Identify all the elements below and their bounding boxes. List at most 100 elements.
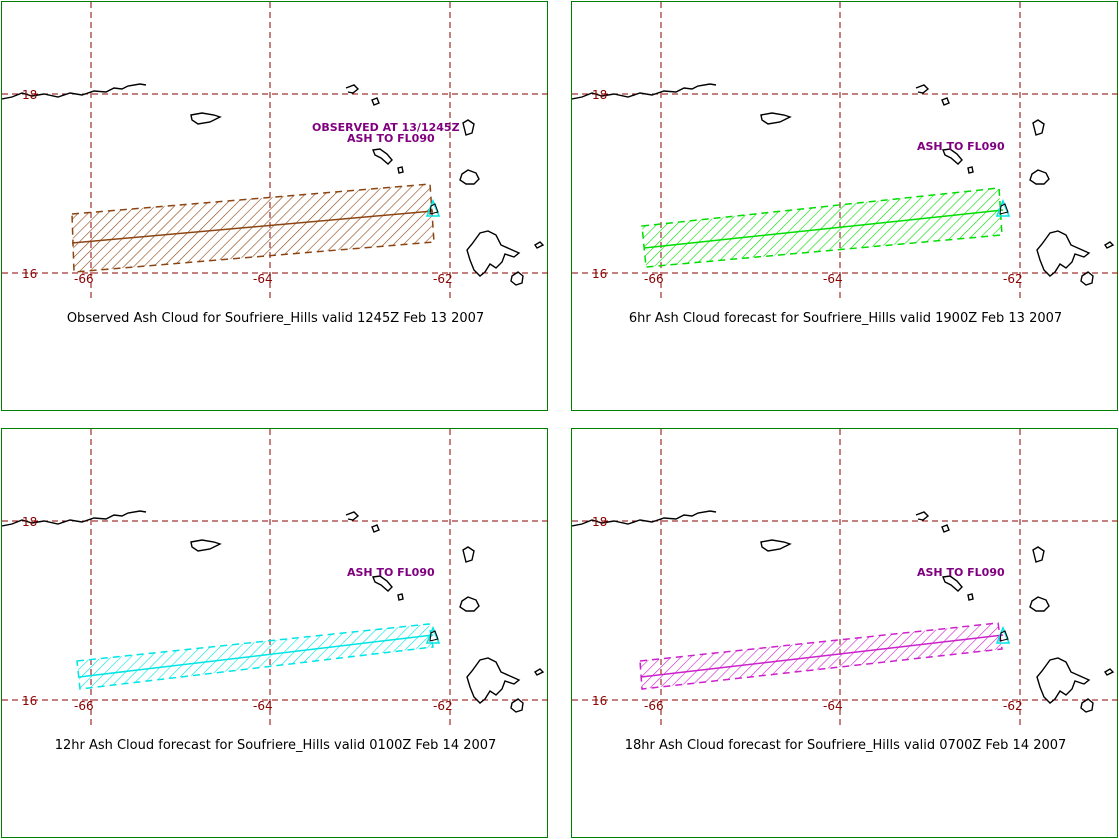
volcano-marker — [995, 198, 1011, 217]
axis-labels: 18 16 -66 -64 -62 — [22, 88, 453, 286]
guadeloupe-coast — [459, 169, 480, 185]
lat-label-18: 18 — [592, 88, 607, 102]
lon-label-66: -66 — [644, 699, 664, 713]
anguilla-coast — [345, 84, 360, 94]
annotation-ash-level: ASH TO FL090 — [917, 140, 1005, 153]
axis-labels: 18 16 -66 -64 -62 — [22, 515, 453, 713]
montserrat-coast — [967, 166, 974, 174]
ash-cloud-axis — [643, 209, 1004, 249]
graticule — [572, 429, 1119, 729]
map-panel-observed: 18 16 -66 -64 -62 OBSERVED AT 13/1245Z A… — [1, 1, 549, 411]
ash-cloud-axis — [71, 210, 434, 244]
map-panel-6hr: 18 16 -66 -64 -62 ASH TO FL090 6hr Ash C… — [571, 1, 1119, 411]
lon-label-64: -64 — [253, 272, 273, 286]
coastlines — [572, 83, 1115, 286]
puerto-rico-coast — [572, 510, 717, 527]
small-island-coast — [534, 241, 545, 249]
graticule — [2, 2, 549, 302]
ash-cloud — [71, 183, 435, 273]
volcano-island-outline — [429, 203, 439, 215]
st-kitts-coast — [372, 148, 393, 165]
st-kitts-coast — [942, 575, 963, 592]
dominica-coast — [1036, 230, 1091, 277]
ash-cloud — [76, 623, 434, 690]
ash-cloud — [639, 622, 1004, 690]
ash-cloud — [641, 187, 1004, 268]
lon-label-62: -62 — [433, 272, 453, 286]
map-panel-18hr: 18 16 -66 -64 -62 ASH TO FL090 18hr Ash … — [571, 428, 1119, 838]
lon-label-66: -66 — [74, 272, 94, 286]
anguilla-coast — [915, 84, 930, 94]
dominica-coast — [466, 657, 521, 704]
axis-labels: 18 16 -66 -64 -62 — [592, 88, 1023, 286]
anguilla-coast — [915, 511, 930, 521]
ash-cloud-axis — [78, 634, 434, 678]
guadeloupe-coast — [1029, 169, 1050, 185]
annotations: ASH TO FL090 — [917, 140, 1005, 153]
st-martin-coast — [371, 97, 380, 106]
annotations: OBSERVED AT 13/1245Z ASH TO FL090 — [312, 121, 460, 145]
annotations: ASH TO FL090 — [347, 566, 435, 579]
small-island-coast — [1104, 241, 1115, 249]
volcano-marker — [425, 625, 441, 644]
lat-label-16: 16 — [592, 267, 607, 281]
annotation-ash-level: ASH TO FL090 — [917, 566, 1005, 579]
st-martin-coast — [941, 524, 950, 533]
st-martin-coast — [371, 524, 380, 533]
ash-cloud-polygon — [71, 183, 435, 273]
antigua-coast — [1032, 119, 1045, 136]
puerto-rico-coast — [2, 83, 147, 100]
lon-label-64: -64 — [253, 699, 273, 713]
lon-label-64: -64 — [823, 699, 843, 713]
graticule — [2, 429, 549, 729]
graticule — [572, 2, 1119, 302]
ash-cloud-axis — [640, 634, 1004, 678]
volcano-marker — [995, 625, 1011, 644]
panel-caption: 18hr Ash Cloud forecast for Soufriere_Hi… — [624, 738, 1067, 753]
martinique-coast — [1080, 271, 1094, 286]
lon-label-66: -66 — [74, 699, 94, 713]
dominica-coast — [1036, 657, 1091, 704]
ash-map-6hr: 18 16 -66 -64 -62 ASH TO FL090 — [572, 2, 1119, 302]
anguilla-coast — [345, 511, 360, 521]
volcano-island-outline — [999, 630, 1009, 642]
volcano-triangle-icon — [995, 198, 1011, 217]
ash-map-18hr: 18 16 -66 -64 -62 ASH TO FL090 — [572, 429, 1119, 729]
volcano-triangle-icon — [995, 625, 1011, 644]
volcano-island-outline — [999, 203, 1009, 215]
annotations: ASH TO FL090 — [917, 566, 1005, 579]
volcano-triangle-icon — [425, 625, 441, 644]
coastlines — [2, 83, 545, 286]
volcano-triangle-icon — [425, 198, 441, 217]
martinique-coast — [510, 271, 524, 286]
montserrat-coast — [967, 593, 974, 601]
axis-labels: 18 16 -66 -64 -62 — [592, 515, 1023, 713]
coastlines — [572, 510, 1115, 713]
volcano-island-outline — [429, 630, 439, 642]
small-island-coast — [1104, 668, 1115, 676]
lat-label-16: 16 — [22, 694, 37, 708]
lat-label-16: 16 — [592, 694, 607, 708]
st-kitts-coast — [372, 575, 393, 592]
panel-caption: 12hr Ash Cloud forecast for Soufriere_Hi… — [54, 738, 497, 753]
lon-label-66: -66 — [644, 272, 664, 286]
virgin-islands-coast — [760, 112, 792, 125]
lon-label-62: -62 — [1003, 272, 1023, 286]
montserrat-coast — [397, 166, 404, 174]
lat-label-18: 18 — [592, 515, 607, 529]
virgin-islands-coast — [190, 539, 222, 552]
map-panel-12hr: 18 16 -66 -64 -62 ASH TO FL090 12hr Ash … — [1, 428, 549, 838]
lon-label-62: -62 — [433, 699, 453, 713]
virgin-islands-coast — [760, 539, 792, 552]
annotation-ash-level: ASH TO FL090 — [347, 566, 435, 579]
antigua-coast — [462, 546, 475, 563]
panel-caption: 6hr Ash Cloud forecast for Soufriere_Hil… — [628, 311, 1063, 326]
st-kitts-coast — [942, 148, 963, 165]
guadeloupe-coast — [1029, 596, 1050, 612]
annotation-observed-time: OBSERVED AT 13/1245Z — [312, 121, 460, 134]
puerto-rico-coast — [572, 83, 717, 100]
lon-label-64: -64 — [823, 272, 843, 286]
ash-map-observed: 18 16 -66 -64 -62 OBSERVED AT 13/1245Z A… — [2, 2, 549, 302]
lat-label-18: 18 — [22, 515, 37, 529]
antigua-coast — [1032, 546, 1045, 563]
